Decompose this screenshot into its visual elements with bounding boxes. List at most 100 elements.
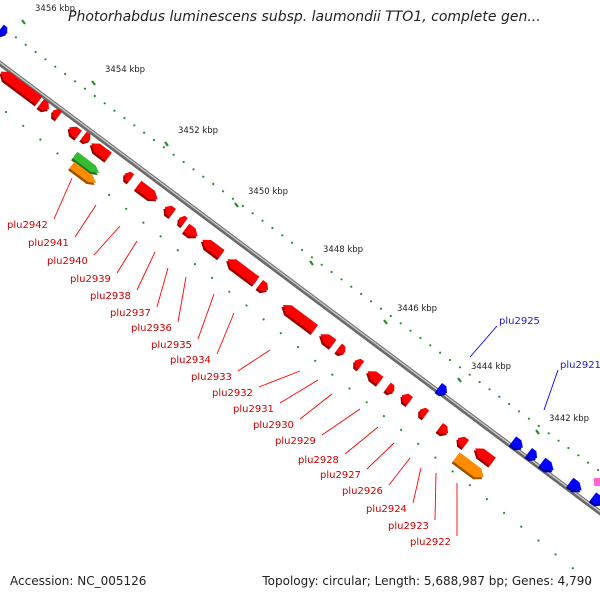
gene-label-plu2939[interactable]: plu2939 xyxy=(70,274,111,285)
track-dot xyxy=(554,553,557,556)
reverse-gene-feature xyxy=(163,205,176,220)
track-dot xyxy=(172,153,175,156)
track-dot xyxy=(417,442,420,445)
reverse-gene-feature xyxy=(226,259,260,287)
label-leader-line xyxy=(177,276,187,323)
reverse-gene-feature xyxy=(435,423,449,437)
track-dot xyxy=(34,50,37,54)
rna-feature xyxy=(451,452,484,480)
tick-label: 3456 kbp xyxy=(35,4,75,14)
track-dot xyxy=(310,256,313,259)
track-dot xyxy=(478,380,481,384)
genome-summary-text: Topology: circular; Length: 5,688,987 bp… xyxy=(262,574,592,588)
gene-label-plu2942[interactable]: plu2942 xyxy=(7,220,48,231)
gene-label-plu2921[interactable]: plu2921 xyxy=(560,360,600,371)
label-leader-line xyxy=(279,379,319,404)
gene-label-plu2929[interactable]: plu2929 xyxy=(275,436,316,447)
label-leader-line xyxy=(344,426,379,455)
outer-dotted-track xyxy=(4,28,600,472)
gene-label-plu2931[interactable]: plu2931 xyxy=(233,404,274,415)
track-dot xyxy=(133,124,136,127)
track-dot xyxy=(314,359,317,362)
tick-label: 3454 kbp xyxy=(105,65,145,75)
track-dot xyxy=(596,468,600,472)
track-dot xyxy=(567,446,570,450)
reverse-gene-feature xyxy=(67,126,82,141)
reverse-gene-feature xyxy=(255,280,269,294)
track-dot xyxy=(518,410,521,413)
gene-label-plu2932[interactable]: plu2932 xyxy=(212,388,253,399)
track-dot xyxy=(212,182,215,186)
track-dot xyxy=(379,307,382,310)
track-dot xyxy=(296,345,300,349)
track-dot xyxy=(193,263,196,266)
rna-feature xyxy=(68,161,97,185)
track-dot xyxy=(537,424,540,428)
track-dot xyxy=(125,207,128,210)
track-dot xyxy=(56,152,59,155)
label-leader-line xyxy=(469,325,498,358)
reverse-gene-feature xyxy=(281,305,319,335)
track-dot xyxy=(389,314,392,318)
gene-label-plu2923[interactable]: plu2923 xyxy=(388,521,429,532)
track-dot xyxy=(14,36,17,39)
gene-label-plu2938[interactable]: plu2938 xyxy=(90,291,131,302)
label-leader-line xyxy=(136,251,156,291)
track-dot xyxy=(142,221,145,224)
gene-label-plu2925[interactable]: plu2925 xyxy=(499,316,540,327)
reverse-gene-feature xyxy=(0,71,43,107)
track-dot xyxy=(527,417,531,420)
track-dot xyxy=(291,241,294,244)
gene-label-plu2937[interactable]: plu2937 xyxy=(110,308,151,319)
reverse-gene-feature xyxy=(177,215,188,229)
track-dot xyxy=(261,219,264,222)
tick-mark xyxy=(234,202,239,208)
label-leader-line xyxy=(116,240,138,274)
gene-label-plu2927[interactable]: plu2927 xyxy=(320,470,361,481)
reverse-gene-feature xyxy=(383,382,395,396)
gene-label-plu2935[interactable]: plu2935 xyxy=(151,340,192,351)
track-dot xyxy=(399,322,402,325)
forward-gene-feature xyxy=(537,457,554,473)
label-leader-line xyxy=(321,408,361,436)
track-dot xyxy=(503,511,506,514)
track-dot xyxy=(451,470,454,473)
tick-mark xyxy=(91,80,96,86)
track-dot xyxy=(434,456,437,459)
track-dot xyxy=(64,72,67,76)
label-leader-line xyxy=(258,370,301,388)
track-dot xyxy=(577,454,580,457)
gene-label-plu2926[interactable]: plu2926 xyxy=(342,486,383,497)
gene-label-plu2934[interactable]: plu2934 xyxy=(170,355,211,366)
gene-label-plu2930[interactable]: plu2930 xyxy=(253,420,294,431)
accession-text: Accession: NC_005126 xyxy=(10,574,147,588)
gene-label-plu2933[interactable]: plu2933 xyxy=(191,372,232,383)
gene-label-plu2941[interactable]: plu2941 xyxy=(28,238,69,249)
track-dot xyxy=(409,329,412,332)
track-dot xyxy=(400,428,403,431)
forward-gene-feature xyxy=(0,24,8,38)
track-dot xyxy=(24,43,27,46)
label-leader-line xyxy=(156,267,169,308)
gene-label-plu2924[interactable]: plu2924 xyxy=(366,504,407,515)
tick-mark xyxy=(21,19,26,25)
gene-label-plu2928[interactable]: plu2928 xyxy=(298,455,339,466)
gene-label-plu2936[interactable]: plu2936 xyxy=(131,323,172,334)
label-leader-line xyxy=(93,225,121,256)
tick-label: 3452 kbp xyxy=(178,126,218,136)
label-leader-line xyxy=(543,369,559,411)
tick-mark xyxy=(535,429,540,435)
track-dot xyxy=(331,373,334,376)
forward-gene-feature xyxy=(565,477,582,493)
track-dot xyxy=(588,580,592,584)
track-dot xyxy=(211,276,214,279)
track-dot xyxy=(54,65,57,68)
track-dot xyxy=(103,102,106,105)
highlight-feature xyxy=(71,151,100,175)
gene-label-plu2922[interactable]: plu2922 xyxy=(410,537,451,548)
track-dot xyxy=(348,387,351,390)
tick-label: 3448 kbp xyxy=(323,245,363,255)
tick-label: 3442 kbp xyxy=(549,414,589,424)
gene-label-plu2940[interactable]: plu2940 xyxy=(47,256,88,267)
